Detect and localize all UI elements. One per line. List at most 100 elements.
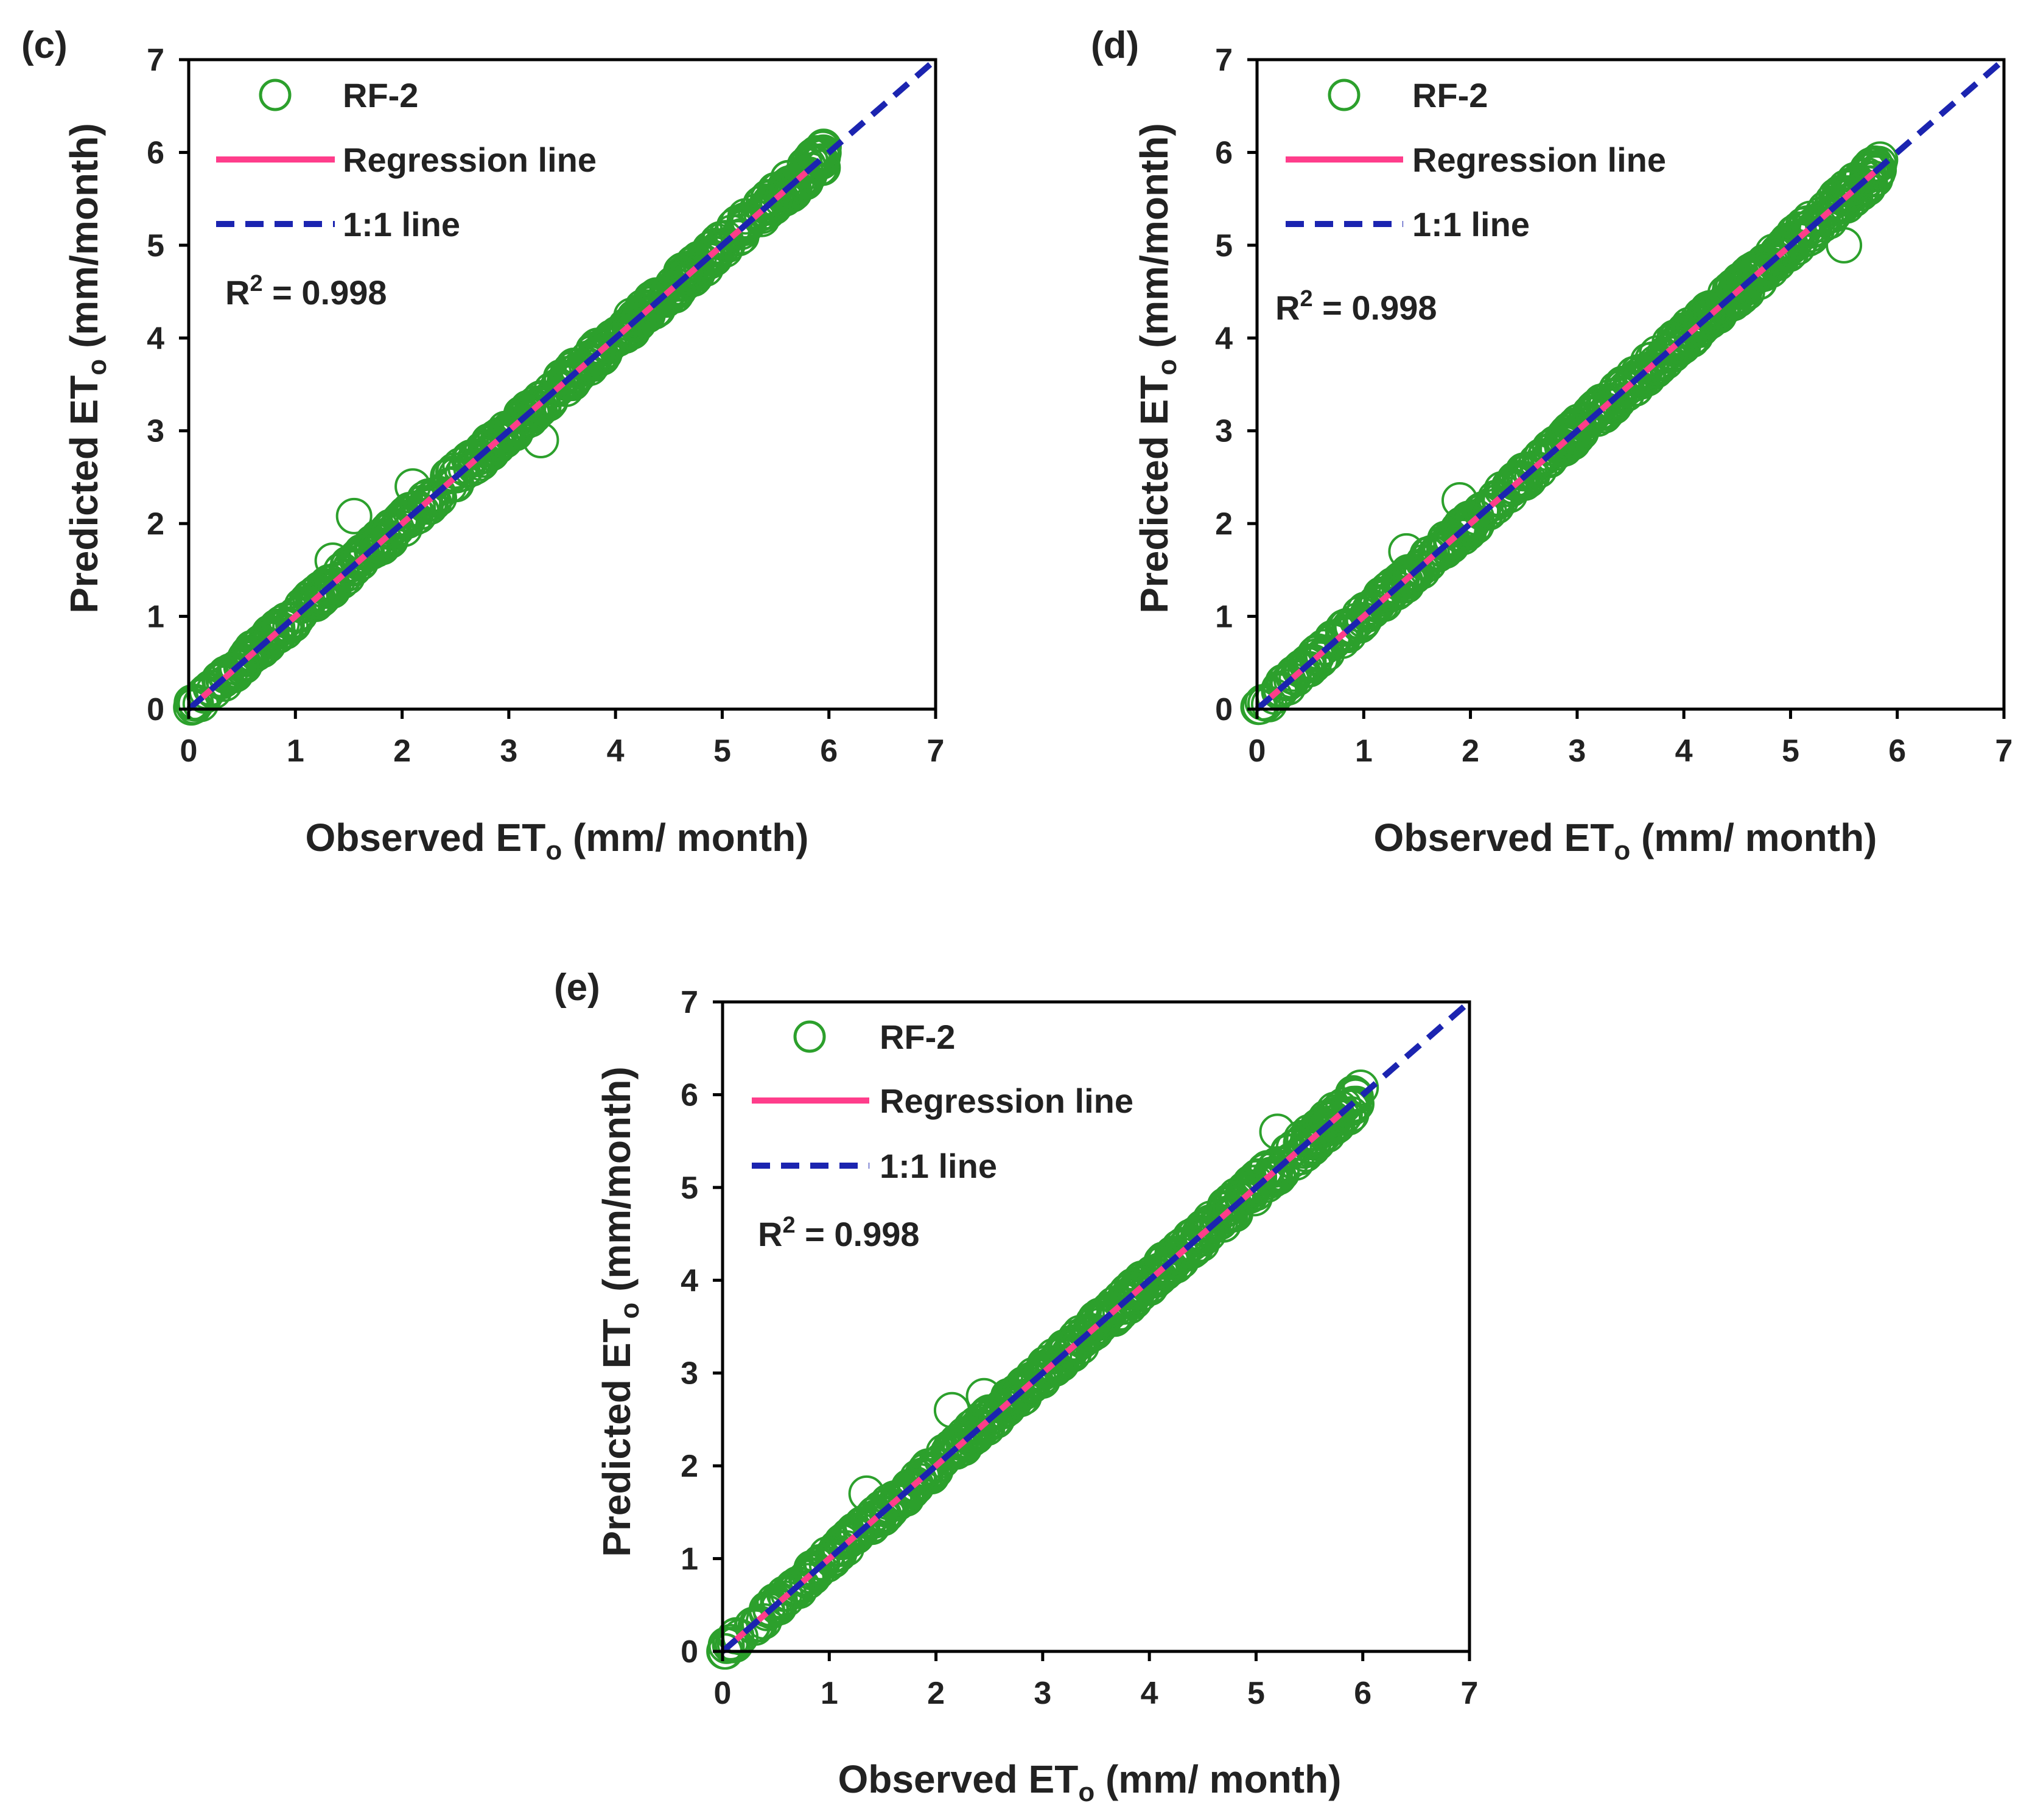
scatter-point-outlier bbox=[335, 497, 373, 534]
scatter-point-outlier bbox=[314, 542, 351, 579]
r-squared-value: = 0.998 bbox=[1313, 289, 1437, 327]
scatter-point bbox=[1237, 1164, 1274, 1202]
scatter-point bbox=[585, 330, 622, 367]
r-squared-symbol: R bbox=[758, 1215, 782, 1253]
scatter-point bbox=[1214, 1194, 1252, 1231]
y-tick-label: 6 bbox=[681, 1077, 698, 1113]
one-to-one-line bbox=[1255, 57, 2006, 712]
y-tick-label: 4 bbox=[681, 1263, 698, 1298]
x-axis-title-sub: o bbox=[1614, 836, 1630, 866]
legend-one-to-one-label: 1:1 line bbox=[343, 205, 460, 243]
scatter-point-outlier bbox=[1836, 162, 1873, 199]
scatter-point bbox=[578, 336, 615, 373]
y-axis-title-main: Predicted ET bbox=[595, 1319, 639, 1557]
y-axis-title-unit: (mm/month) bbox=[1132, 123, 1176, 359]
ticks bbox=[713, 1000, 1471, 1661]
scatter-point bbox=[1445, 519, 1482, 556]
r-squared-superscript: 2 bbox=[1300, 286, 1312, 312]
panel-label: (c) bbox=[21, 24, 68, 66]
x-tick-label: 3 bbox=[1034, 1676, 1051, 1711]
scatter-point bbox=[613, 297, 650, 334]
scatter-point bbox=[1113, 1278, 1151, 1315]
y-tick-label: 2 bbox=[1215, 506, 1233, 542]
x-tick-label: 0 bbox=[180, 733, 198, 769]
ticks bbox=[179, 58, 937, 719]
r-squared-superscript: 2 bbox=[782, 1213, 795, 1238]
panel-c: (c) 0 1 2 3 4 5 6 7 0 1 2 3 4 5 6 7 RF-2 Regression li… bbox=[21, 24, 944, 866]
scatter-point bbox=[542, 359, 580, 396]
legend-one-to-one-label: 1:1 line bbox=[1412, 205, 1530, 243]
scatter-point bbox=[1555, 421, 1592, 458]
x-axis-title: Observed ETo (mm/ month) bbox=[1374, 816, 1877, 866]
legend-regression-label: Regression line bbox=[880, 1082, 1133, 1120]
scatter-point bbox=[838, 1514, 875, 1551]
scatter-point bbox=[555, 348, 592, 384]
r-squared-value: = 0.998 bbox=[263, 273, 387, 312]
scatter-point bbox=[735, 1606, 771, 1643]
scatter-point bbox=[218, 652, 254, 688]
scatter-point bbox=[430, 458, 467, 495]
y-tick-labels: 0 1 2 3 4 5 6 7 bbox=[681, 985, 698, 1670]
scatter-point bbox=[1334, 1075, 1371, 1112]
x-tick-label: 2 bbox=[393, 733, 411, 769]
y-axis-title-main: Predicted ET bbox=[1132, 376, 1176, 614]
legend-regression-label: Regression line bbox=[1412, 141, 1666, 179]
x-tick-label: 7 bbox=[1995, 733, 2013, 769]
x-tick-label: 4 bbox=[1675, 733, 1693, 769]
scatter-point bbox=[725, 209, 762, 247]
legend-series-label: RF-2 bbox=[1412, 76, 1488, 114]
plot-frame bbox=[721, 1000, 1471, 1653]
scatter-point-outlier bbox=[848, 1475, 885, 1512]
scatter-point bbox=[1119, 1273, 1156, 1310]
y-axis-title-sub: o bbox=[1152, 359, 1182, 376]
legend-regression-label: Regression line bbox=[343, 141, 597, 179]
x-tick-label: 6 bbox=[1354, 1676, 1371, 1711]
x-tick-label: 1 bbox=[287, 733, 304, 769]
scatter-point bbox=[1697, 292, 1734, 329]
scatter-point bbox=[573, 343, 611, 380]
y-axis-title: Predicted ETo (mm/month) bbox=[62, 123, 112, 614]
scatter-point bbox=[1746, 243, 1783, 281]
scatter-point bbox=[306, 576, 343, 614]
ticks bbox=[1247, 58, 2006, 719]
scatter-point bbox=[1155, 1236, 1193, 1273]
scatter-point bbox=[1536, 426, 1574, 463]
scatter-point bbox=[1563, 414, 1599, 451]
y-tick-label: 3 bbox=[1215, 414, 1233, 449]
scatter-point-outlier bbox=[1388, 533, 1425, 570]
x-axis-title-unit: (mm/ month) bbox=[1630, 816, 1877, 859]
scatter-points bbox=[706, 1069, 1379, 1670]
scatter-point bbox=[798, 138, 835, 175]
scatter-point bbox=[888, 1479, 925, 1516]
scatter-point bbox=[1433, 527, 1470, 564]
scatter-point-outlier bbox=[1259, 1113, 1296, 1150]
r-squared-annotation: R2 = 0.998 bbox=[758, 1213, 920, 1253]
scatter-point bbox=[1721, 262, 1758, 299]
scatter-point bbox=[1269, 669, 1306, 706]
scatter-point bbox=[1654, 334, 1691, 371]
scatter-point bbox=[1294, 1129, 1331, 1166]
y-tick-label: 4 bbox=[1215, 321, 1233, 356]
y-tick-labels: 0 1 2 3 4 5 6 7 bbox=[147, 43, 164, 727]
legend-marker-icon bbox=[793, 1020, 826, 1053]
scatter-point bbox=[481, 417, 517, 453]
x-tick-label: 2 bbox=[1462, 733, 1479, 769]
scatter-point bbox=[1266, 663, 1303, 700]
scatter-point bbox=[453, 439, 490, 477]
x-tick-label: 5 bbox=[713, 733, 731, 769]
scatter-point bbox=[1673, 321, 1711, 358]
panel-label: (e) bbox=[554, 967, 600, 1009]
scatter-point bbox=[1850, 165, 1887, 202]
r-squared-value: = 0.998 bbox=[796, 1215, 920, 1253]
scatter-point bbox=[678, 252, 715, 289]
scatter-point bbox=[1009, 1371, 1046, 1408]
y-tick-label: 1 bbox=[681, 1542, 698, 1577]
x-tick-labels: 0 1 2 3 4 5 6 7 bbox=[1249, 733, 2013, 769]
x-axis-title-main: Observed ET bbox=[306, 816, 546, 859]
scatter-point bbox=[1754, 243, 1792, 281]
r-squared-annotation: R2 = 0.998 bbox=[1275, 286, 1437, 327]
scatter-point bbox=[620, 305, 657, 341]
panel-d: (d) 0 1 2 3 4 5 6 7 0 1 2 3 4 5 6 7 RF-2 Regression li… bbox=[1091, 24, 2012, 866]
y-axis-title-sub: o bbox=[615, 1303, 645, 1319]
x-tick-labels: 0 1 2 3 4 5 6 7 bbox=[180, 733, 945, 769]
